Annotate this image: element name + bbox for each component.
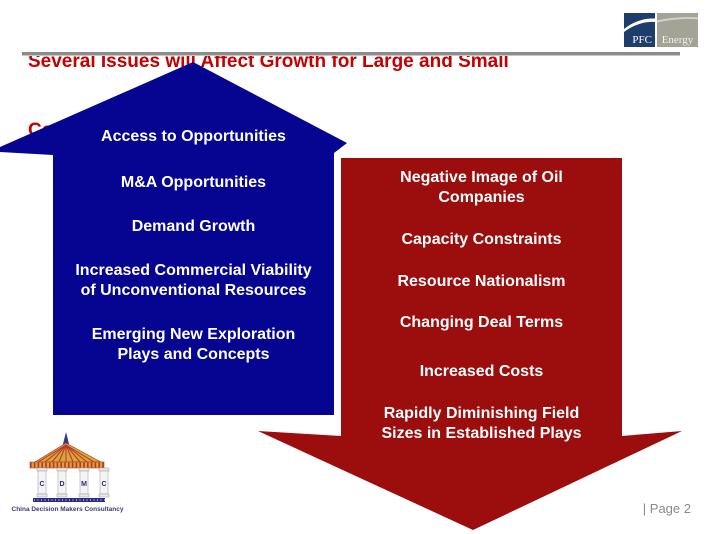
page-number: | Page 2	[642, 501, 691, 516]
down-arrow-item: Capacity Constraints	[401, 231, 562, 248]
cdmc-spire-icon	[62, 432, 70, 446]
cdmc-logo: C D M C	[29, 432, 110, 502]
pfc-logo-text: PFC	[632, 34, 652, 46]
opportunities-up-arrow	[0, 62, 347, 415]
cdmc-letter-d: D	[59, 481, 64, 488]
cdmc-columns: C D M C	[36, 467, 110, 498]
down-arrow-item: Increased Costs	[419, 363, 544, 380]
issues-down-arrow	[258, 158, 682, 530]
down-arrow-item: Resource Nationalism	[397, 273, 566, 290]
up-arrow-item: M&A Opportunities	[120, 174, 267, 191]
up-arrow-item: Demand Growth	[131, 218, 256, 235]
up-arrow-item: Emerging New Exploration Plays and Conce…	[91, 326, 296, 363]
pfc-energy-logo: PFC Energy	[624, 13, 698, 47]
energy-logo-text: Energy	[662, 34, 694, 46]
title-divider	[22, 52, 680, 55]
up-arrow-item: Access to Opportunities	[101, 128, 286, 145]
up-arrow-item: Increased Commercial Viability of Unconv…	[75, 262, 312, 299]
cdmc-letter-m: M	[81, 481, 87, 488]
cdmc-base-bar	[33, 498, 105, 502]
cdmc-frieze-band	[29, 461, 105, 469]
down-arrow-item: Changing Deal Terms	[399, 314, 564, 331]
cdmc-letter-c2: C	[101, 481, 106, 488]
cdmc-caption: China Decision Makers Consultancy	[11, 506, 124, 513]
down-arrow-item: Negative Image of Oil Companies	[400, 169, 563, 206]
cdmc-letter-c1: C	[39, 481, 44, 488]
slide-title-line1: Several Issues will Affect Growth for La…	[28, 51, 509, 72]
pfc-logo-swoosh-tail-icon	[657, 17, 698, 23]
cdmc-roof-icon	[33, 442, 102, 463]
pfc-logo-swoosh-icon	[624, 18, 655, 32]
down-arrow-item: Rapidly Diminishing Field Sizes in Estab…	[381, 405, 582, 442]
